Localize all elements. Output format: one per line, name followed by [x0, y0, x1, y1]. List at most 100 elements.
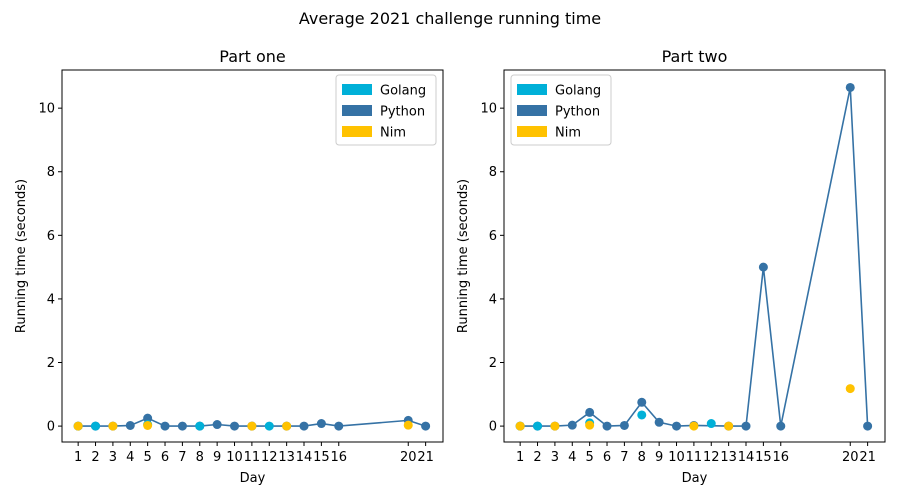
chart-1-y-tick-label: 4 — [489, 292, 497, 307]
chart-1-point-python — [672, 421, 682, 431]
chart-1-point-python — [863, 421, 873, 431]
chart-0-point-python — [421, 421, 431, 431]
chart-1-x-tick-label: 5 — [586, 450, 594, 465]
chart-1-x-tick-label: 6 — [603, 450, 611, 465]
chart-0-legend-swatch-golang — [342, 84, 372, 95]
chart-0-y-tick-label: 0 — [47, 420, 55, 435]
chart-1-legend-swatch-nim — [517, 126, 547, 137]
chart-1-legend-swatch-golang — [517, 84, 547, 95]
chart-1-legend-swatch-python — [517, 105, 547, 116]
chart-1-x-tick-label: 9 — [655, 450, 663, 465]
chart-1-point-python — [758, 262, 768, 272]
chart-0-y-tick-label: 10 — [38, 102, 55, 117]
chart-1-y-tick-label: 6 — [489, 229, 497, 244]
chart-1-x-tick-label: 13 — [720, 450, 737, 465]
chart-1-point-python — [637, 397, 647, 407]
chart-0-x-tick-label: 2 — [91, 450, 99, 465]
chart-1-x-tick-label: 7 — [620, 450, 628, 465]
chart-1-point-nim — [550, 421, 560, 431]
chart-0-title: Part one — [219, 47, 285, 66]
chart-1-x-tick-label: 3 — [551, 450, 559, 465]
chart-1-point-python — [567, 420, 577, 430]
chart-1-point-nim — [585, 420, 595, 430]
chart-1-point-python — [585, 407, 595, 417]
chart-0-x-tick-label: 20 — [400, 450, 417, 465]
chart-0-point-python — [316, 419, 326, 429]
chart-1-x-tick-label: 15 — [755, 450, 772, 465]
chart-1-point-python — [741, 421, 751, 431]
chart-0-point-python — [299, 421, 309, 431]
chart-0-x-tick-label: 12 — [261, 450, 278, 465]
chart-1-legend-label-nim: Nim — [555, 126, 581, 141]
chart-1-point-nim — [515, 421, 525, 431]
chart-0-x-tick-label: 15 — [313, 450, 330, 465]
figure-title: Average 2021 challenge running time — [299, 9, 601, 28]
chart-0-legend-label-nim: Nim — [380, 126, 406, 141]
chart-0-legend-label-python: Python — [380, 105, 425, 120]
chart-0-point-nim — [108, 421, 118, 431]
chart-1-x-tick-label: 16 — [772, 450, 789, 465]
chart-0-x-tick-label: 1 — [74, 450, 82, 465]
chart-0-point-python — [160, 421, 170, 431]
chart-0-legend-label-golang: Golang — [380, 84, 426, 99]
chart-0-legend-swatch-python — [342, 105, 372, 116]
chart-0-x-tick-label: 8 — [196, 450, 204, 465]
chart-0-point-python — [177, 421, 187, 431]
chart-1-point-python — [776, 421, 786, 431]
chart-0-point-golang — [195, 421, 205, 431]
chart-0-x-tick-label: 7 — [178, 450, 186, 465]
chart-0-point-nim — [403, 420, 413, 430]
chart-1-point-golang — [706, 419, 716, 429]
chart-0-x-tick-label: 4 — [126, 450, 134, 465]
chart-1-point-nim — [845, 384, 855, 394]
chart-1-point-golang — [533, 421, 543, 431]
chart-1-legend-label-golang: Golang — [555, 84, 601, 99]
chart-0-point-nim — [143, 420, 153, 430]
chart-1-point-python — [654, 417, 664, 427]
chart-1-x-tick-label: 14 — [738, 450, 755, 465]
chart-1-x-tick-label: 11 — [686, 450, 703, 465]
chart-0-x-tick-label: 11 — [244, 450, 261, 465]
chart-0-x-tick-label: 6 — [161, 450, 169, 465]
chart-1-point-nim — [724, 421, 734, 431]
chart-0-plot-frame — [61, 69, 444, 443]
chart-0-point-python — [334, 421, 344, 431]
chart-1-x-tick-label: 8 — [638, 450, 646, 465]
chart-0-point-nim — [247, 421, 257, 431]
chart-0-x-tick-label: 10 — [226, 450, 243, 465]
chart-0-x-tick-label: 21 — [417, 450, 434, 465]
chart-1-x-tick-label: 4 — [568, 450, 576, 465]
chart-0-y-tick-label: 6 — [47, 229, 55, 244]
chart-0-legend-swatch-nim — [342, 126, 372, 137]
chart-1-x-tick-label: 2 — [533, 450, 541, 465]
chart-1-y-tick-label: 2 — [489, 356, 497, 371]
chart-0-point-golang — [91, 421, 101, 431]
chart-0-x-tick-label: 3 — [109, 450, 117, 465]
chart-1-y-tick-label: 10 — [480, 102, 497, 117]
chart-0-x-tick-label: 14 — [296, 450, 313, 465]
chart-0-x-tick-label: 16 — [330, 450, 347, 465]
chart-1-point-golang — [637, 410, 647, 420]
chart-1-point-python — [602, 421, 612, 431]
chart-0-y-tick-label: 2 — [47, 356, 55, 371]
chart-0-point-python — [212, 420, 222, 430]
chart-1-x-axis-label: Day — [682, 471, 708, 486]
chart-1-x-tick-label: 21 — [859, 450, 876, 465]
chart-0-x-tick-label: 13 — [278, 450, 295, 465]
chart-0-point-python — [230, 421, 240, 431]
chart-1-y-tick-label: 0 — [489, 420, 497, 435]
chart-0-y-tick-label: 4 — [47, 292, 55, 307]
chart-1-point-nim — [689, 421, 699, 431]
chart-0-point-python — [143, 413, 153, 423]
chart-1-x-tick-label: 1 — [516, 450, 524, 465]
chart-1-x-tick-label: 20 — [842, 450, 859, 465]
chart-0-x-axis-label: Day — [240, 471, 266, 486]
chart-1-title: Part two — [662, 47, 728, 66]
chart-1-point-python — [845, 82, 855, 92]
chart-1-y-axis-label: Running time (seconds) — [456, 179, 471, 333]
chart-0-point-python — [125, 420, 135, 430]
chart-0-y-axis-label: Running time (seconds) — [14, 179, 29, 333]
